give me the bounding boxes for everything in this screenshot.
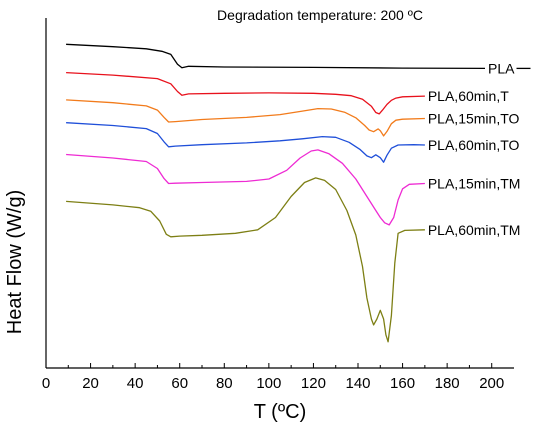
series-line xyxy=(66,177,425,343)
series-line xyxy=(66,43,486,70)
legend-label: PLA,60min,T xyxy=(428,88,509,104)
legend-label: PLA,15min,TM xyxy=(428,176,521,192)
x-tick-label: 80 xyxy=(216,375,233,392)
legend-label: PLA,60min,TO xyxy=(428,137,520,153)
x-tick-label: 0 xyxy=(42,375,50,392)
x-tick-label: 100 xyxy=(256,375,281,392)
x-tick-label: 40 xyxy=(127,375,144,392)
x-tick-label: 200 xyxy=(479,375,504,392)
series-line xyxy=(66,149,425,226)
curves xyxy=(66,43,486,343)
x-tick-label: 120 xyxy=(301,375,326,392)
legend: PLA PLA,60min,T PLA,15min,TO PLA,60min,TO PL… xyxy=(428,60,531,238)
chart-title: Degradation temperature: 200 ºC xyxy=(217,7,423,23)
series-line xyxy=(66,99,425,137)
legend-label: PLA,15min,TO xyxy=(428,110,520,126)
x-tick-label: 180 xyxy=(435,375,460,392)
series-line xyxy=(66,122,425,163)
x-tick-label: 140 xyxy=(345,375,370,392)
legend-label: PLA xyxy=(488,60,515,76)
x-tick-label: 20 xyxy=(82,375,99,392)
y-axis-title: Heat Flow (W/g) xyxy=(4,190,26,334)
x-axis-title: T (ºC) xyxy=(254,401,306,423)
x-tick-label: 160 xyxy=(390,375,415,392)
legend-label: PLA,60min,TM xyxy=(428,222,521,238)
x-ticks: 0 20 40 60 80 100 120 140 160 180 200 xyxy=(42,363,504,392)
x-tick-label: 60 xyxy=(171,375,188,392)
series-line xyxy=(66,71,425,115)
